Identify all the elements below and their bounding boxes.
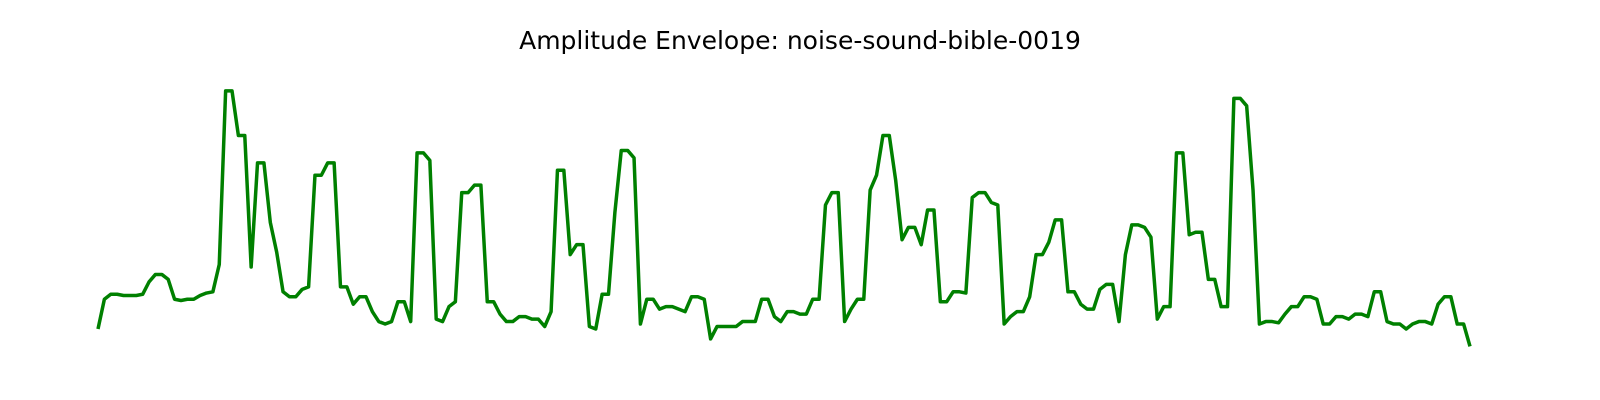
plot-area xyxy=(96,89,1472,347)
chart-title: Amplitude Envelope: noise-sound-bible-00… xyxy=(519,26,1081,55)
envelope-series-line xyxy=(96,89,1472,347)
